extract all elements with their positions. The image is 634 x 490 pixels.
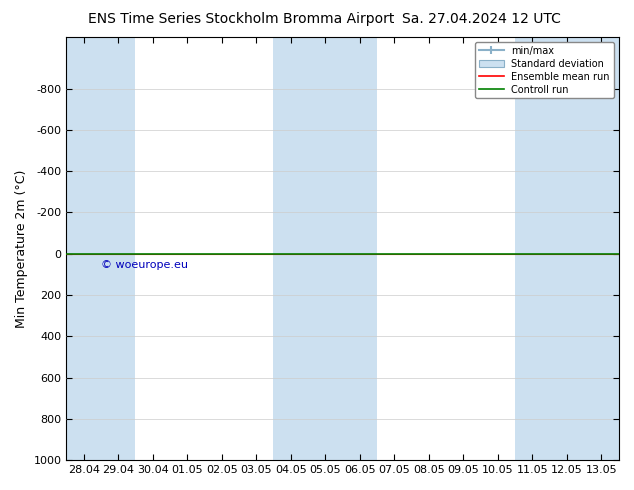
- Legend: min/max, Standard deviation, Ensemble mean run, Controll run: min/max, Standard deviation, Ensemble me…: [476, 42, 614, 98]
- Bar: [67, 37, 136, 460]
- Bar: [515, 37, 619, 460]
- Text: ENS Time Series Stockholm Bromma Airport: ENS Time Series Stockholm Bromma Airport: [87, 12, 394, 26]
- Text: © woeurope.eu: © woeurope.eu: [101, 260, 188, 270]
- Y-axis label: Min Temperature 2m (°C): Min Temperature 2m (°C): [15, 170, 28, 328]
- Text: Sa. 27.04.2024 12 UTC: Sa. 27.04.2024 12 UTC: [403, 12, 561, 26]
- Bar: [273, 37, 377, 460]
